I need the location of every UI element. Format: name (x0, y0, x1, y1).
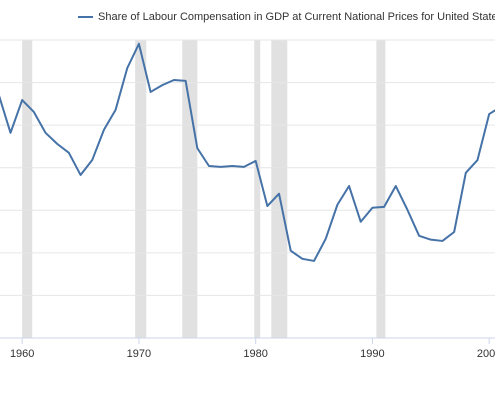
recession-bar (182, 40, 198, 338)
recession-bar (135, 40, 147, 338)
x-tick-label: 1990 (360, 348, 384, 360)
recession-bar (271, 40, 288, 338)
x-tick-label: 1960 (10, 348, 34, 360)
x-tick-label: 1970 (127, 348, 151, 360)
recession-bar (22, 40, 33, 338)
data-line (0, 42, 495, 262)
legend-label: Share of Labour Compensation in GDP at C… (98, 11, 495, 23)
x-tick-label: 2000 (477, 348, 495, 360)
recession-bar (254, 40, 261, 338)
recession-bar (376, 40, 386, 338)
x-tick-label: 1980 (243, 348, 267, 360)
